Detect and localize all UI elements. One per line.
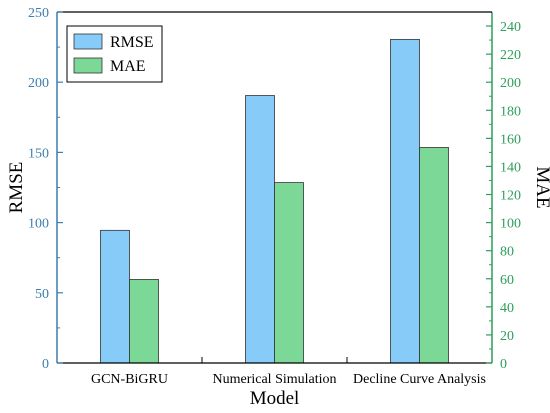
x-tick-label: Numerical Simulation — [212, 372, 336, 387]
x-tick-label: GCN-BiGRU — [91, 372, 168, 387]
bar-mae-3 — [419, 147, 449, 364]
legend-label-mae: MAE — [110, 58, 146, 75]
legend-swatch-mae — [73, 57, 103, 74]
legend-label-rmse: RMSE — [110, 34, 154, 51]
bar-rmse-2 — [245, 95, 275, 364]
y2-tick-label: 60 — [500, 273, 514, 288]
y-tick-label: 0 — [42, 357, 49, 372]
y2-tick-label: 0 — [500, 357, 507, 372]
bar-rmse-1 — [100, 229, 130, 364]
bar-mae-2 — [274, 182, 304, 364]
bar-mae-1 — [129, 279, 159, 364]
y2-tick-label: 120 — [500, 189, 521, 204]
y-tick-label: 150 — [28, 146, 49, 161]
y2-tick-label: 140 — [500, 160, 521, 175]
bar-rmse-3 — [390, 38, 420, 364]
y2-tick-label: 240 — [500, 20, 521, 35]
y2-tick-label: 40 — [500, 301, 514, 316]
y-axis-label: RMSE — [6, 162, 27, 214]
y2-tick-label: 20 — [500, 329, 514, 344]
y2-tick-label: 80 — [500, 245, 514, 260]
y2-tick-label: 200 — [500, 76, 521, 91]
legend: RMSE MAE — [66, 25, 163, 83]
y2-tick-label: 100 — [500, 217, 521, 232]
axes-group: GCN-BiGRU Numerical Simulation Decline Cur… — [28, 6, 521, 387]
y-tick-label: 250 — [28, 6, 49, 21]
y2-tick-label: 180 — [500, 104, 521, 119]
y-tick-label: 100 — [28, 217, 49, 232]
y2-tick-label: 220 — [500, 48, 521, 63]
legend-swatch-rmse — [73, 33, 103, 50]
x-tick-label: Decline Curve Analysis — [353, 372, 486, 387]
y-tick-label: 50 — [35, 287, 49, 302]
x-axis-label: Model — [250, 388, 300, 409]
y2-tick-label: 160 — [500, 132, 521, 147]
y-tick-label: 200 — [28, 76, 49, 91]
bars-group — [100, 38, 449, 364]
y2-axis-label: MAE — [532, 166, 550, 208]
